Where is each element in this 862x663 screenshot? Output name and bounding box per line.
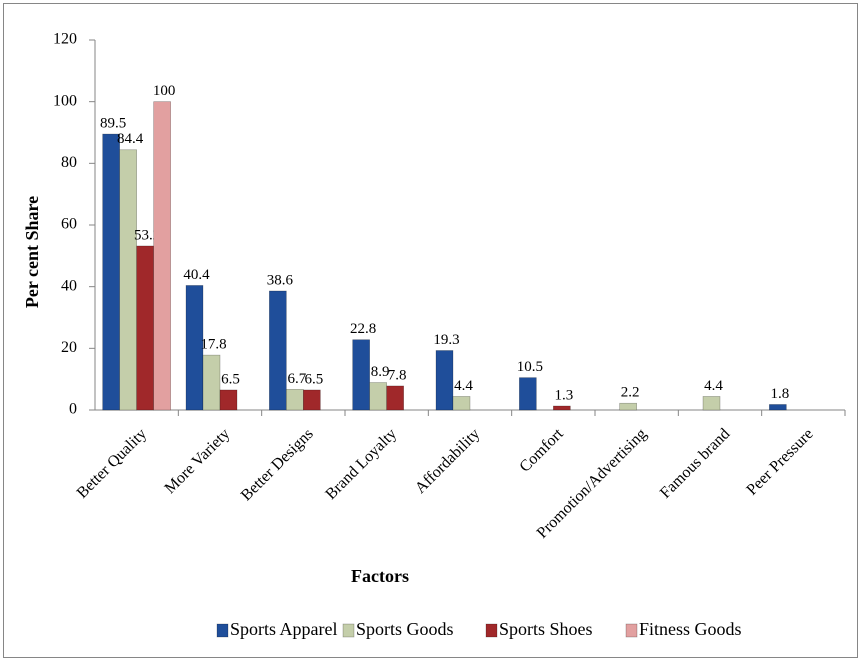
bar [619, 402, 637, 411]
data-label: 4.4 [704, 378, 723, 394]
y-tick-label: 40 [61, 277, 77, 294]
data-label: 1.8 [770, 386, 789, 402]
legend-marker [625, 623, 638, 638]
bar [286, 389, 304, 411]
data-label: 38.6 [267, 272, 294, 288]
data-label: 89.5 [100, 115, 126, 131]
y-axis-label: Per cent Share [22, 196, 42, 308]
y-tick-label: 20 [61, 339, 77, 356]
bar [553, 405, 571, 411]
data-label: 84.4 [117, 131, 144, 147]
bar [369, 382, 387, 411]
bar [303, 389, 321, 411]
legend-label: Sports Shoes [499, 619, 593, 639]
data-label: 4.4 [454, 378, 473, 394]
data-label: 2.2 [621, 385, 640, 401]
bar [702, 396, 721, 411]
bar [352, 339, 370, 411]
y-tick-label: 120 [53, 31, 77, 48]
legend-label: Sports Apparel [230, 619, 338, 639]
data-label: 6.7 [287, 371, 306, 387]
data-label: 17.8 [200, 337, 226, 353]
bar [519, 377, 537, 411]
y-tick-label: 80 [61, 154, 77, 171]
bar [386, 385, 404, 411]
y-tick-label: 0 [69, 401, 77, 418]
bar [452, 396, 471, 411]
data-label: 7.8 [388, 367, 407, 383]
legend-marker [342, 623, 355, 638]
bar [119, 149, 137, 411]
data-label: 100 [153, 83, 176, 99]
data-label: 22.8 [350, 321, 376, 337]
legend-marker [485, 623, 498, 638]
legend-label: Fitness Goods [639, 619, 742, 639]
data-label: 1.3 [554, 387, 573, 403]
data-label: 6.5 [221, 371, 240, 387]
bar [102, 133, 120, 411]
y-tick-label: 100 [53, 92, 77, 109]
bar [219, 389, 238, 411]
bar [185, 285, 204, 411]
legend-label: Sports Goods [356, 619, 454, 639]
y-tick-label: 60 [61, 216, 77, 233]
bar [269, 290, 287, 411]
data-label: 40.4 [183, 267, 210, 283]
bar [769, 404, 787, 411]
legend-marker [216, 623, 229, 638]
data-label: 10.5 [517, 359, 543, 375]
data-label: 19.3 [433, 332, 459, 348]
x-axis-label: Factors [351, 566, 409, 586]
data-label: 6.5 [304, 371, 323, 387]
bar [153, 101, 171, 411]
bar [202, 354, 221, 411]
bar [136, 245, 154, 411]
data-label: 8.9 [371, 364, 390, 380]
bar [435, 350, 454, 411]
